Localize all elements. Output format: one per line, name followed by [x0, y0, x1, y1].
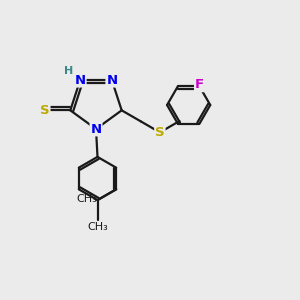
Text: N: N: [106, 74, 117, 87]
Text: S: S: [40, 104, 50, 117]
Text: N: N: [90, 122, 102, 136]
Text: F: F: [195, 78, 204, 91]
Text: S: S: [155, 126, 165, 139]
Text: H: H: [64, 66, 73, 76]
Text: CH₃: CH₃: [76, 194, 97, 204]
Text: CH₃: CH₃: [87, 222, 108, 232]
Text: N: N: [75, 74, 86, 87]
